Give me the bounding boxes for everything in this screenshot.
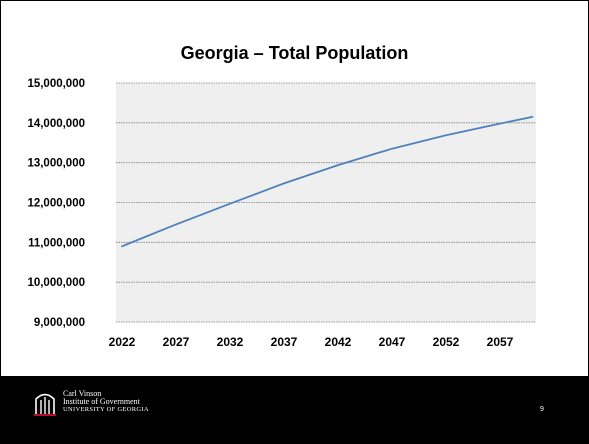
y-tick-label: 15,000,000	[27, 78, 85, 90]
org-name-line1: Carl Vinson	[63, 389, 102, 398]
series-line	[121, 116, 534, 248]
y-tick-label: 13,000,000	[27, 158, 85, 170]
y-tick-label: 12,000,000	[27, 198, 85, 210]
x-tick-label: 2027	[163, 335, 190, 349]
page-number: 9	[540, 406, 544, 413]
chart-title: Georgia – Total Population	[180, 43, 409, 63]
x-tick-label: 2047	[379, 335, 406, 349]
y-tick-label: 11,000,000	[28, 237, 85, 249]
x-tick-label: 2052	[433, 335, 460, 349]
arch-icon	[34, 393, 56, 416]
y-tick-label: 9,000,000	[34, 317, 85, 329]
x-tick-label: 2042	[325, 335, 352, 349]
org-name: Carl Vinson Institute of Government UNIV…	[63, 390, 149, 414]
x-tick-label: 2022	[109, 335, 136, 349]
org-name-line2: Institute of Government	[63, 397, 140, 406]
x-tick-label: 2032	[217, 335, 244, 349]
x-tick-label: 2057	[487, 335, 514, 349]
slide: Georgia – Total Population 9,000,000 10,0…	[1, 1, 588, 376]
x-tick-label: 2037	[271, 335, 298, 349]
y-tick-label: 14,000,000	[27, 118, 85, 130]
footer-bar: Carl Vinson Institute of Government UNIV…	[0, 376, 589, 444]
y-tick-label: 10,000,000	[27, 277, 85, 289]
population-chart: 9,000,000 10,000,000 11,000,000 12,000,000 1…	[27, 78, 536, 349]
org-name-line3: UNIVERSITY OF GEORGIA	[63, 406, 149, 413]
